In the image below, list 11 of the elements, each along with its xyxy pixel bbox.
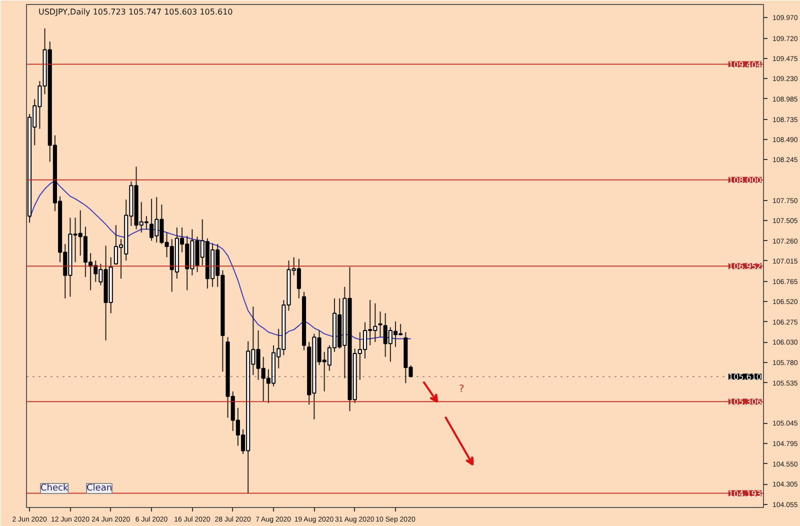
ref-line-label: 106.952	[728, 262, 762, 272]
annotation: Check	[40, 484, 69, 494]
chart-title: USDJPY,Daily 105.723 105.747 105.603 105.610	[38, 8, 233, 16]
ref-line-label: 105.306	[728, 398, 762, 407]
ref-line-label: 108.000	[728, 176, 762, 185]
annotation: Clean	[86, 484, 112, 494]
candlestick	[378, 311, 382, 338]
ref-line-label: 105.610	[728, 372, 762, 382]
text: ?	[458, 384, 464, 395]
ref-line-label: 104.193	[728, 489, 762, 498]
ref-line-label: 109.404	[728, 60, 762, 70]
